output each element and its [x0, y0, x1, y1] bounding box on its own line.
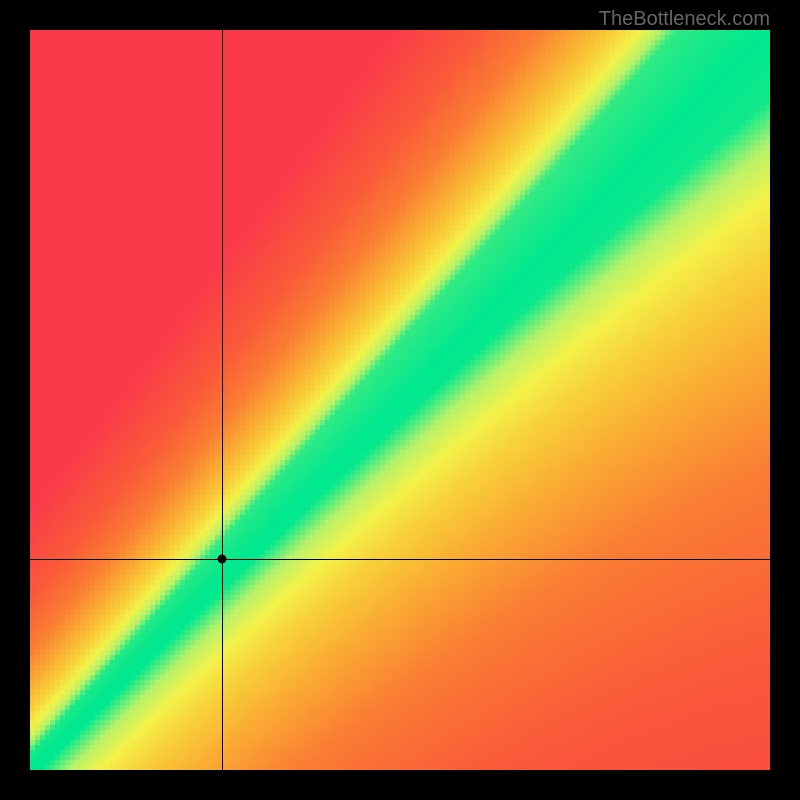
heatmap-canvas — [30, 30, 770, 770]
crosshair-horizontal — [30, 559, 770, 560]
plot-area — [30, 30, 770, 770]
crosshair-marker — [218, 555, 227, 564]
crosshair-vertical — [222, 30, 223, 770]
attribution-text: TheBottleneck.com — [599, 8, 770, 31]
